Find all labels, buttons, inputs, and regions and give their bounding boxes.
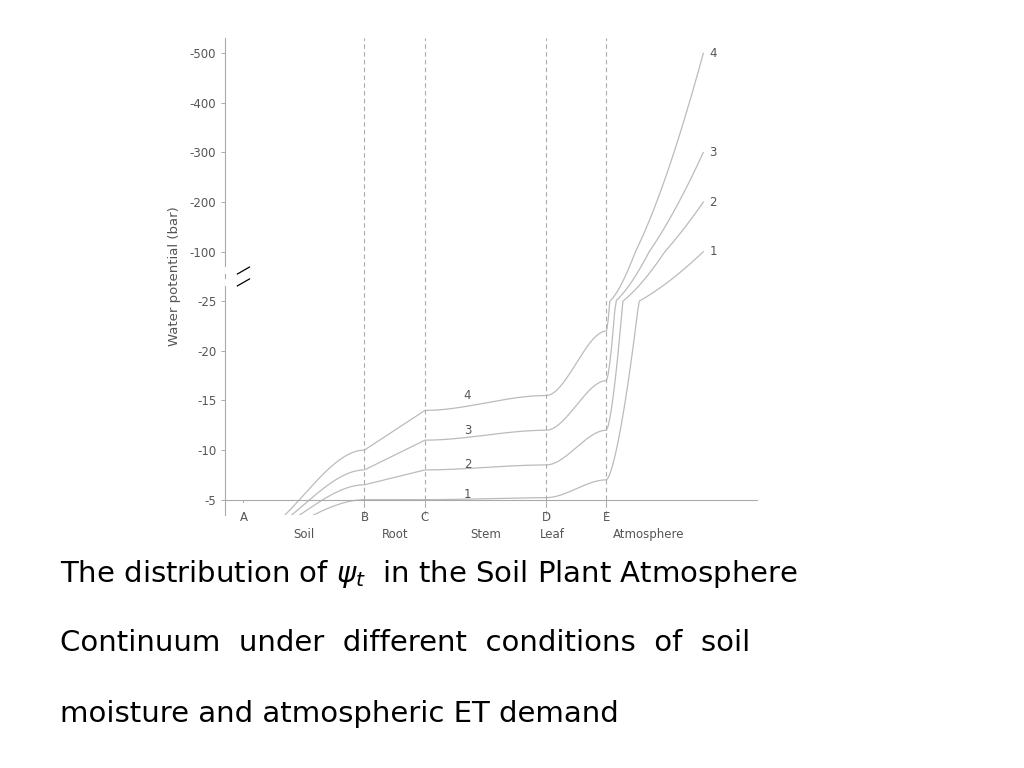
Text: Stem: Stem (470, 528, 501, 541)
Text: 2: 2 (710, 196, 717, 209)
Text: Atmosphere: Atmosphere (613, 528, 685, 541)
Text: Soil: Soil (293, 528, 314, 541)
Text: 3: 3 (464, 424, 471, 437)
Bar (225, 279, 242, 286)
Text: 2: 2 (464, 458, 471, 472)
Text: 1: 1 (710, 245, 717, 258)
Text: B: B (360, 511, 369, 524)
Text: 4: 4 (464, 389, 471, 402)
Text: Leaf: Leaf (540, 528, 564, 541)
Text: The distribution of $\psi_t$  in the Soil Plant Atmosphere: The distribution of $\psi_t$ in the Soil… (59, 558, 798, 590)
Text: E: E (603, 511, 610, 524)
Text: Root: Root (381, 528, 408, 541)
Text: 3: 3 (710, 146, 717, 159)
Text: 1: 1 (464, 488, 471, 502)
Text: Continuum  under  different  conditions  of  soil: Continuum under different conditions of … (59, 629, 750, 657)
Text: moisture and atmospheric ET demand: moisture and atmospheric ET demand (59, 700, 618, 728)
Bar (225, 267, 242, 274)
Text: A: A (240, 511, 248, 524)
Text: C: C (421, 511, 429, 524)
Text: D: D (542, 511, 551, 524)
Y-axis label: Water potential (bar): Water potential (bar) (168, 207, 181, 346)
Text: 4: 4 (710, 47, 717, 60)
